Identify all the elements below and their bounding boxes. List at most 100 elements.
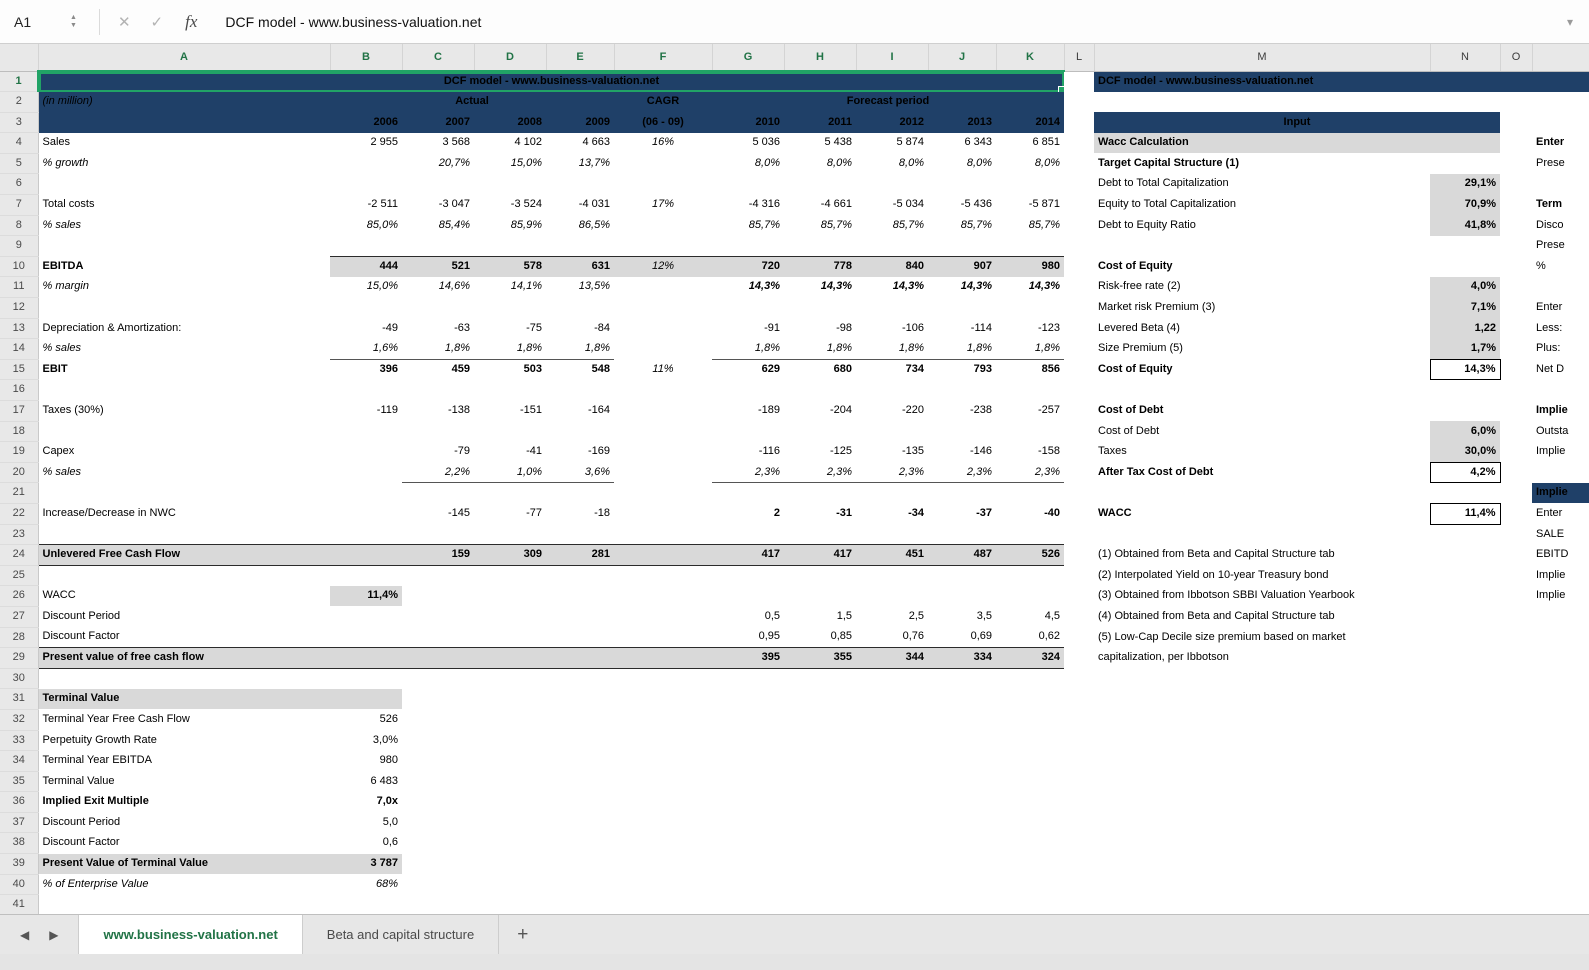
cell-D13[interactable]: -75: [526, 321, 542, 334]
cell-F38[interactable]: [614, 833, 712, 854]
next-sheet-arrow-icon[interactable]: ▶: [49, 927, 59, 942]
cell-F31[interactable]: [614, 689, 712, 710]
cell-D25[interactable]: [474, 565, 546, 586]
cell-N28[interactable]: [1430, 627, 1500, 648]
cell-G28[interactable]: 0,95: [758, 630, 780, 643]
cell-P8[interactable]: Disco: [1536, 218, 1564, 231]
cell-I40[interactable]: [856, 874, 928, 895]
cell-O24[interactable]: [1500, 545, 1532, 566]
cell-M14[interactable]: Size Premium (5): [1098, 342, 1183, 355]
cell-K39[interactable]: [996, 854, 1064, 875]
cell-O14[interactable]: [1500, 339, 1532, 360]
cell-N14[interactable]: 1,7%: [1430, 338, 1500, 360]
cell-E12[interactable]: [546, 298, 614, 319]
cell-B3[interactable]: 2006: [330, 112, 402, 133]
cell-O25[interactable]: [1500, 565, 1532, 586]
cell-F10[interactable]: 12%: [614, 255, 712, 277]
cell-K26[interactable]: [996, 586, 1064, 607]
cell-J22[interactable]: -37: [976, 506, 992, 519]
cell-A37[interactable]: Discount Period: [42, 815, 121, 828]
cell-L21[interactable]: [1064, 483, 1094, 504]
cell-D3[interactable]: 2008: [474, 112, 546, 133]
cell-D36[interactable]: [474, 792, 546, 813]
cell-P41[interactable]: [1532, 895, 1589, 914]
cell-I19[interactable]: -135: [901, 445, 924, 458]
cell-D11[interactable]: 14,1%: [510, 280, 542, 293]
row-header-20[interactable]: 20: [0, 462, 39, 484]
cell-K38[interactable]: [996, 833, 1064, 854]
cell-I37[interactable]: [856, 812, 928, 833]
cell-B11[interactable]: 15,0%: [366, 280, 398, 293]
cell-P39[interactable]: [1532, 854, 1589, 875]
cell-K18[interactable]: [996, 421, 1064, 442]
cell-A27[interactable]: Discount Period: [42, 609, 121, 622]
cell-L13[interactable]: [1064, 318, 1094, 339]
cell-L27[interactable]: [1064, 606, 1094, 627]
cell-G29[interactable]: 395: [712, 647, 784, 669]
cell-P26[interactable]: Implie: [1536, 589, 1566, 602]
cell-P27[interactable]: [1532, 606, 1589, 627]
cell-K28[interactable]: 0,62: [1038, 630, 1060, 643]
cell-K33[interactable]: [996, 730, 1064, 751]
cell-G17[interactable]: -189: [757, 404, 780, 416]
cell-G20[interactable]: 2,3%: [712, 462, 784, 484]
cell-J27[interactable]: 3,5: [976, 609, 992, 622]
cell-E26[interactable]: [546, 586, 614, 607]
cell-P22[interactable]: Enter: [1536, 506, 1563, 519]
cell-O9[interactable]: [1500, 236, 1532, 257]
cell-O20[interactable]: [1500, 462, 1532, 483]
cell-F17[interactable]: [614, 401, 712, 422]
cell-N7[interactable]: 70,9%: [1430, 194, 1500, 216]
cell-A34[interactable]: Terminal Year EBITDA: [42, 754, 152, 767]
cell-D35[interactable]: [474, 771, 546, 792]
cell-C18[interactable]: [402, 421, 474, 442]
cell-C7[interactable]: -3 047: [438, 198, 470, 211]
cell-L26[interactable]: [1064, 586, 1094, 607]
cell-H33[interactable]: [784, 730, 856, 751]
cell-K32[interactable]: [996, 709, 1064, 730]
cell-J25[interactable]: [928, 565, 996, 586]
column-header-A[interactable]: A: [38, 44, 331, 72]
cell-E24[interactable]: 281: [546, 544, 614, 566]
cell-I31[interactable]: [856, 689, 928, 710]
cell-D18[interactable]: [474, 421, 546, 442]
row-header-15[interactable]: 15: [0, 359, 39, 381]
cell-N2[interactable]: [1430, 92, 1500, 113]
cell-K10[interactable]: 980: [996, 255, 1064, 277]
cell-E9[interactable]: [546, 236, 614, 257]
cell-I35[interactable]: [856, 771, 928, 792]
cell-P23[interactable]: SALE: [1536, 527, 1565, 540]
cell-I32[interactable]: [856, 709, 928, 730]
cell-M35[interactable]: [1094, 771, 1430, 792]
cell-D7[interactable]: -3 524: [510, 198, 542, 211]
cell-A13[interactable]: Depreciation & Amortization:: [42, 321, 182, 334]
cell-J3[interactable]: 2013: [928, 112, 996, 133]
cell-N19[interactable]: 30,0%: [1430, 441, 1500, 463]
cell-K3[interactable]: 2014: [996, 112, 1064, 133]
cell-K12[interactable]: [996, 298, 1064, 319]
cell-E23[interactable]: [546, 524, 614, 545]
cell-M9[interactable]: [1094, 236, 1430, 257]
cell-H4[interactable]: 5 438: [824, 136, 852, 149]
row-header-18[interactable]: 18: [0, 421, 39, 443]
cell-D12[interactable]: [474, 298, 546, 319]
cell-I27[interactable]: 2,5: [908, 609, 924, 622]
cell-K20[interactable]: 2,3%: [996, 462, 1064, 484]
cell-O8[interactable]: [1500, 215, 1532, 236]
cell-H29[interactable]: 355: [784, 647, 856, 669]
cell-C20[interactable]: 2,2%: [402, 462, 474, 484]
cell-B8[interactable]: 85,0%: [366, 218, 398, 231]
cell-O41[interactable]: [1500, 895, 1532, 914]
cell-C40[interactable]: [402, 874, 474, 895]
column-header-G[interactable]: G: [712, 44, 785, 72]
cell-A14[interactable]: % sales: [42, 342, 82, 355]
cell-B32[interactable]: 526: [379, 712, 398, 725]
cell-D29[interactable]: [474, 647, 546, 669]
cell-C35[interactable]: [402, 771, 474, 792]
sheet-tab-beta-capital-structure[interactable]: Beta and capital structure: [303, 915, 500, 954]
cell-M7[interactable]: Equity to Total Capitalization: [1098, 198, 1236, 211]
cell-C36[interactable]: [402, 792, 474, 813]
cell-K37[interactable]: [996, 812, 1064, 833]
cell-B36[interactable]: 7,0x: [376, 795, 398, 808]
row-header-5[interactable]: 5: [0, 153, 39, 175]
